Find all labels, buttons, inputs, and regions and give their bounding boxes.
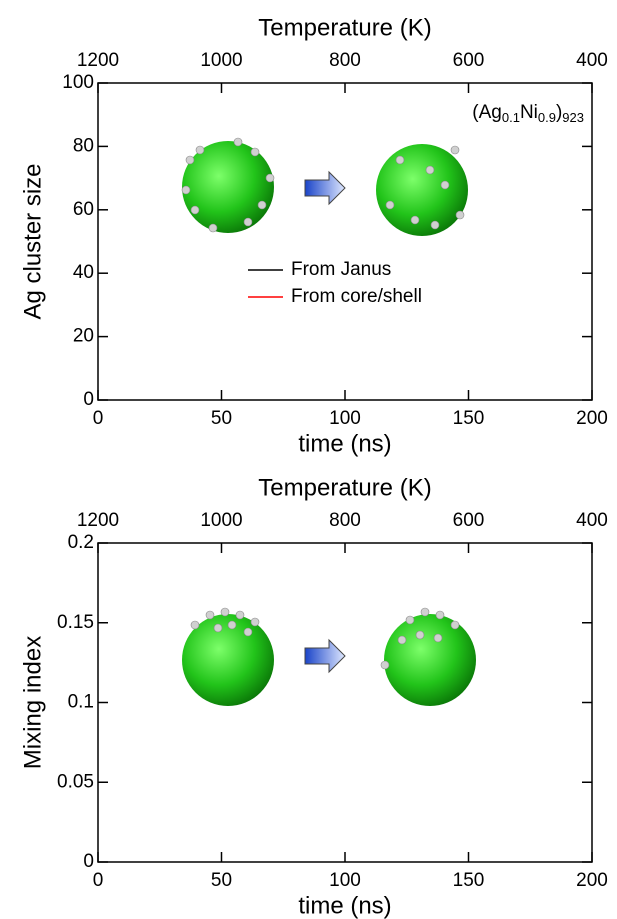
x-tick-label: 150: [453, 408, 485, 429]
y-tick-label: 0.2: [68, 532, 94, 553]
y-tick-label: 40: [73, 262, 94, 283]
annotation-part: Ni: [520, 102, 538, 123]
annotation-part: ): [556, 102, 562, 123]
x2-tick-label: 1200: [77, 50, 119, 71]
plot-frame: [97, 542, 593, 863]
y-tick-label: 0.1: [68, 692, 94, 713]
y-tick-label: 100: [62, 72, 94, 93]
y-tick-label: 60: [73, 199, 94, 220]
x-tick-label: 0: [93, 870, 104, 891]
x2-tick-label: 1200: [77, 510, 119, 531]
plot-frame: [97, 82, 593, 401]
x2-tick-label: 600: [453, 50, 485, 71]
y-tick-label: 20: [73, 326, 94, 347]
annotation: (Ag0.1Ni0.9)923: [472, 102, 584, 125]
x-axis-title: time (ns): [298, 892, 391, 919]
x2-tick-label: 600: [453, 510, 485, 531]
x2-tick-label: 800: [329, 50, 361, 71]
annotation-part: 0.1: [502, 110, 520, 125]
x2-tick-label: 800: [329, 510, 361, 531]
x2-tick-label: 1000: [200, 50, 242, 71]
x-tick-label: 50: [211, 870, 232, 891]
annotation-part: 923: [562, 110, 584, 125]
x-tick-label: 200: [576, 408, 608, 429]
illustrations: [181, 137, 476, 706]
x-tick-label: 150: [453, 870, 485, 891]
y-axis-title: Ag cluster size: [19, 163, 46, 319]
x2-axis-title: Temperature (K): [258, 14, 431, 41]
y-tick-label: 0.15: [57, 612, 94, 633]
x-tick-label: 0: [93, 408, 104, 429]
y-tick-label: 80: [73, 135, 94, 156]
x-tick-label: 100: [329, 870, 361, 891]
annotation-part: (Ag: [472, 102, 502, 123]
legend-label: From Janus: [291, 259, 391, 280]
x-tick-label: 100: [329, 408, 361, 429]
x2-tick-label: 1000: [200, 510, 242, 531]
x-axis-title: time (ns): [298, 430, 391, 457]
x2-axis-title: Temperature (K): [258, 474, 431, 501]
x-tick-label: 200: [576, 870, 608, 891]
y-tick-label: 0: [83, 389, 94, 410]
x2-tick-label: 400: [576, 50, 608, 71]
x2-tick-label: 400: [576, 510, 608, 531]
legend-label: From core/shell: [291, 286, 422, 307]
y-tick-label: 0: [83, 851, 94, 872]
x-tick-label: 50: [211, 408, 232, 429]
annotation-part: 0.9: [538, 110, 556, 125]
y-tick-label: 0.05: [57, 771, 94, 792]
y-axis-title: Mixing index: [19, 636, 46, 769]
